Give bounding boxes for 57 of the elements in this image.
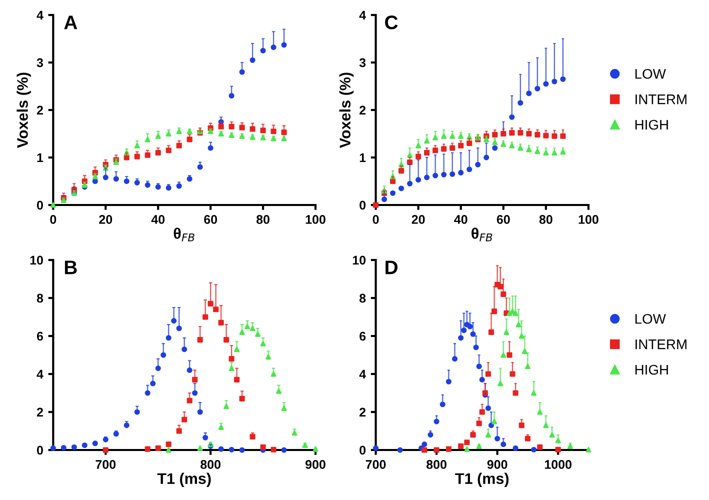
y-tick-label: 4 [36,10,44,20]
x-tick-label: 40 [151,215,165,224]
y-tick-label: 4 [359,370,366,379]
y-tick-label: 0 [360,446,366,455]
x-tick-label: 60 [204,215,218,224]
legend-label: LOW [635,68,666,79]
chart-title: C [385,16,398,30]
legend-label: HIGH [635,364,668,375]
y-tick-label: 0 [360,200,366,210]
y-tick-label: 10 [352,256,366,265]
x-axis-title: θ$_{FB}$ [174,228,194,242]
x-tick-label: 900 [306,460,326,469]
x-tick-label: 800 [200,460,220,469]
y-tick-label: 10 [30,256,43,265]
y-tick-label: 2 [360,408,366,417]
x-tick-label: 40 [454,215,468,224]
chart-title: A [64,16,78,30]
x-tick-label: 900 [487,460,508,469]
x-tick-label: 1000 [544,460,572,469]
y-axis-title: Voxels (%) [339,72,354,148]
x-tick-label: 800 [426,460,446,469]
legend-label: LOW [635,314,666,324]
y-tick-label: 4 [36,370,44,379]
y-tick-label: 2 [36,106,43,115]
y-tick-label: 3 [36,58,43,68]
y-tick-label: 0 [36,446,43,455]
legend-label: INTERM [636,340,686,350]
y-tick-label: 6 [360,332,366,341]
chart-title: B [64,260,77,274]
x-tick-label: 0 [372,215,379,224]
x-tick-label: 80 [256,215,270,224]
x-axis-title: T1 (ms) [455,472,509,488]
legend-label: HIGH [635,120,668,130]
x-tick-label: 100 [578,215,598,224]
x-tick-label: 80 [539,215,552,224]
x-tick-label: 0 [50,215,56,224]
chart-title: D [386,260,398,274]
x-tick-label: 700 [96,460,116,469]
x-axis-title: θ$_{FB}$ [472,228,492,242]
x-tick-label: 700 [366,460,386,469]
y-axis-title: Voxels (%) [16,72,31,148]
y-tick-label: 1 [37,153,44,162]
x-tick-label: 20 [412,215,425,224]
y-tick-label: 3 [359,58,366,68]
y-tick-label: 1 [360,153,366,162]
y-tick-label: 8 [359,294,366,303]
y-tick-label: 6 [36,332,43,341]
y-tick-label: 2 [360,106,366,115]
x-tick-label: 60 [496,215,510,224]
y-tick-label: 4 [359,10,366,20]
x-tick-label: 100 [306,215,326,224]
legend-label: INTERM [636,94,686,104]
y-tick-label: 8 [36,294,44,303]
x-tick-label: 20 [99,215,112,224]
x-axis-title: T1 (ms) [157,472,211,488]
y-tick-label: 2 [36,408,43,417]
y-tick-label: 0 [36,200,43,210]
